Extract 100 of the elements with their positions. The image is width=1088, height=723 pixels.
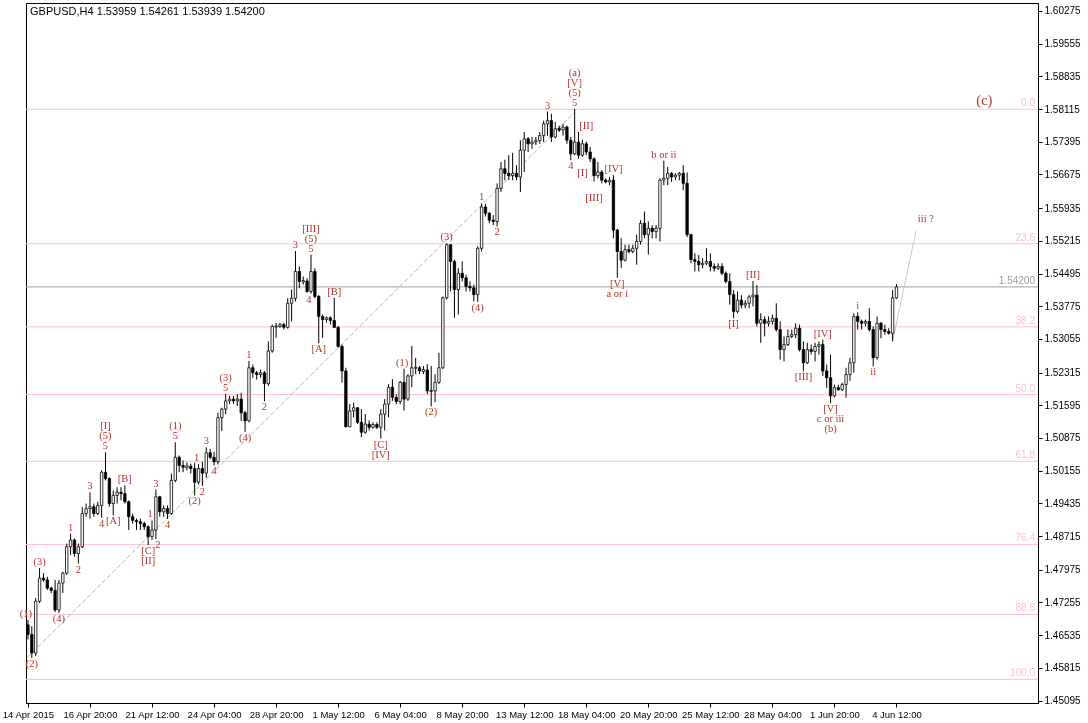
annotation: [A] [311, 343, 327, 355]
series-label: iii ? [917, 213, 935, 225]
y-tick-label: 1.50875 [1044, 432, 1082, 444]
annotation: [IV] [813, 327, 832, 339]
candlestick [181, 459, 185, 473]
x-tick-label: 20 May 20:00 [620, 708, 678, 720]
y-tick-label: 1.58115 [1044, 103, 1081, 115]
line-series [892, 230, 917, 342]
y-tick-label: 1.51595 [1044, 399, 1082, 411]
y-tick-label: 1.53055 [1044, 333, 1082, 345]
annotation: [B] [117, 473, 132, 485]
x-tick-label: 4 Jun 12:00 [872, 708, 922, 720]
candlestick [805, 342, 809, 365]
candlestick [596, 161, 600, 179]
annotation: [C] [141, 544, 156, 556]
annotation: 38.2 [1015, 314, 1036, 326]
candlestick [573, 108, 577, 156]
candlestick [530, 136, 534, 150]
y-tick-label: 1.45095 [1044, 695, 1082, 706]
y-tick-label: 1.55215 [1044, 235, 1082, 247]
annotation: [I] [728, 318, 739, 330]
candlestick [386, 383, 391, 418]
y-tick-label: 1.58835 [1044, 70, 1082, 82]
annotation: (3) [33, 556, 47, 569]
annotation: [A] [105, 515, 121, 527]
annotation: (4) [471, 301, 485, 314]
annotation: 76.4 [1015, 532, 1036, 544]
annotation: [I] [577, 166, 588, 178]
x-tick-label: 14 Apr 2015 [2, 708, 55, 720]
candlestick [193, 462, 197, 496]
annotation: 2 [261, 401, 268, 413]
annotation: (b) [824, 423, 838, 436]
annotation: 2 [75, 563, 81, 575]
annotation: 2 [155, 539, 161, 551]
candlestick [196, 463, 201, 486]
candlestick [549, 113, 553, 143]
annotation: 3 [292, 239, 299, 251]
annotation: 88.6 [1015, 602, 1036, 614]
annotation: 50.0 [1015, 382, 1036, 394]
annotation: 1 [67, 521, 74, 533]
annotation: (a) [568, 66, 581, 79]
annotation: 1 [478, 191, 485, 203]
y-tick-label: 1.54495 [1044, 268, 1082, 280]
candlestick [708, 252, 712, 272]
annotation: 100.0 [1009, 667, 1036, 679]
annotation: 4 [211, 465, 218, 477]
annotation: 61.8 [1015, 449, 1036, 461]
annotation: [III] [585, 191, 603, 203]
annotation: 3 [544, 99, 551, 111]
annotation: 2 [494, 226, 500, 238]
annotation: (5) [568, 86, 582, 99]
annotation: 3 [87, 480, 93, 492]
annotation: (c) [976, 92, 993, 109]
annotation: 3 [153, 477, 159, 489]
y-tick-label: 1.47255 [1044, 596, 1082, 608]
annotation: [II] [746, 269, 761, 280]
annotation: b or ii [651, 148, 677, 160]
ref-line-label: 1.54200 [998, 274, 1036, 286]
y-tick-label: 1.48715 [1044, 530, 1082, 542]
y-tick-label: 1.45815 [1044, 662, 1082, 674]
annotation: [IV] [371, 448, 390, 460]
annotation: [C] [373, 438, 388, 450]
y-tick-label: 1.49435 [1044, 497, 1082, 509]
candlestick [666, 166, 670, 186]
candlestick [371, 421, 375, 430]
y-tick-label: 1.55935 [1044, 202, 1082, 214]
annotation: 23.6 [1015, 231, 1036, 243]
candlestick [224, 393, 228, 415]
annotation: i [856, 300, 860, 312]
candlestick [390, 378, 395, 402]
x-tick-label: 24 Apr 04:00 [187, 708, 242, 720]
candlestick [185, 461, 189, 471]
annotation: 4 [98, 517, 105, 529]
y-tick-label: 1.53775 [1044, 300, 1082, 312]
candlestick [429, 365, 433, 407]
candlestick [716, 262, 720, 271]
y-tick-label: 1.57395 [1044, 136, 1082, 148]
candlestick [53, 579, 57, 613]
annotation: (3) [440, 231, 454, 244]
candlestick [542, 120, 546, 143]
annotation: (5) [99, 430, 113, 443]
candlestick [638, 219, 643, 246]
candlestick [367, 419, 371, 431]
candlestick [561, 123, 565, 137]
x-tick-label: 28 Apr 20:00 [249, 708, 304, 720]
candlestick [534, 136, 538, 146]
x-tick-label: 13 May 12:00 [495, 708, 554, 720]
y-tick-label: 1.59555 [1044, 38, 1082, 50]
candlestick [507, 154, 511, 181]
candlestick [119, 486, 123, 501]
y-tick-label: 1.60275 [1044, 5, 1082, 17]
candlestick [146, 524, 150, 546]
x-tick-label: 16 Apr 20:00 [63, 708, 118, 720]
x-tick-label: 1 Jun 20:00 [810, 708, 860, 720]
annotation: (2) [188, 495, 202, 508]
annotation: (1) [169, 420, 182, 433]
x-tick-label: 21 Apr 12:00 [125, 708, 180, 720]
x-tick-label: 8 May 20:00 [436, 708, 489, 720]
annotation: 4 [568, 160, 575, 172]
annotation: [III] [794, 371, 813, 383]
